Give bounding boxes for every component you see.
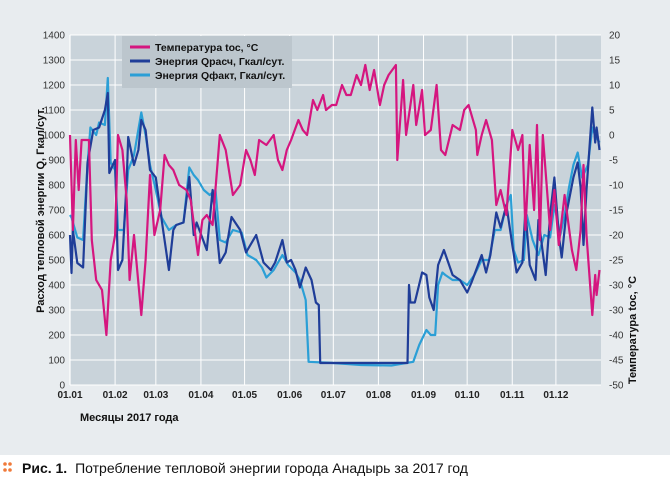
y-left-tick-label: 700 [48, 206, 65, 217]
y-left-tick-label: 1100 [43, 106, 65, 117]
y-right-tick-label: -5 [609, 156, 618, 167]
caption-number: Рис. 1. [22, 460, 67, 476]
y-right-tick-label: 10 [609, 81, 621, 92]
y-right-tick-label: 5 [609, 106, 615, 117]
y-right-tick-label: -30 [609, 306, 624, 317]
y-left-tick-label: 800 [48, 181, 65, 192]
y-right-tick-label: -30 [609, 281, 624, 292]
y-left-axis-title: Расход тепловой энергии Q, Гкал/сут. [35, 107, 47, 313]
y-left-tick-label: 1000 [43, 131, 66, 142]
x-tick-label: 01.12 [543, 390, 568, 401]
caption-text: Потребление тепловой энергии города Анад… [75, 460, 468, 476]
y-left-tick-label: 500 [48, 256, 65, 267]
x-tick-label: 01.11 [500, 390, 525, 401]
x-tick-label: 01.01 [57, 390, 82, 401]
x-tick-label: 01.04 [188, 390, 213, 401]
x-axis-title: Месяцы 2017 года [80, 412, 179, 424]
x-tick-label: 01.05 [232, 390, 257, 401]
y-right-tick-label: -45 [609, 356, 624, 367]
x-tick-label: 01.07 [321, 390, 346, 401]
svg-text:Рис. 1. Потребление тепл: Рис. 1. Потребление тепловой энергии гор… [22, 460, 468, 476]
y-right-tick-label: 0 [609, 131, 615, 142]
x-axis-ticks: 01.01 01.02 01.03 01.04 01.05 01.06 01.07 01.08… [57, 390, 568, 401]
y-right-axis-title: Температура tос, °C [627, 276, 639, 384]
y-left-tick-label: 1300 [43, 56, 66, 67]
y-left-tick-label: 600 [48, 231, 65, 242]
y-left-tick-label: 1200 [43, 81, 66, 92]
y-left-tick-label: 100 [48, 356, 65, 367]
y-left-tick-label: 400 [48, 281, 65, 292]
y-right-tick-label: -50 [609, 381, 624, 392]
y-right-tick-label: -20 [609, 231, 624, 242]
x-tick-label: 01.02 [103, 390, 128, 401]
y-left-tick-label: 900 [48, 156, 65, 167]
y-right-tick-label: -15 [609, 206, 624, 217]
y-right-tick-label: 20 [609, 31, 621, 42]
x-tick-label: 01.03 [143, 390, 168, 401]
series-lines [68, 63, 601, 367]
legend: Температура tос, °C Энергия Qрасч, Гкал/… [122, 36, 292, 88]
x-tick-label: 01.10 [455, 390, 480, 401]
x-tick-label: 01.06 [277, 390, 302, 401]
y-left-tick-label: 0 [59, 381, 65, 392]
legend-label-temp: Температура tос, °C [155, 42, 259, 54]
y-right-tick-label: -40 [609, 331, 624, 342]
y-left-tick-label: 300 [48, 306, 65, 317]
y-right-tick-label: -10 [609, 181, 624, 192]
y-right-tick-label: -25 [609, 256, 624, 267]
caption: Рис. 1. Потребление тепловой энергии гор… [3, 460, 468, 476]
y-left-tick-label: 200 [48, 331, 65, 342]
y-right-tick-label: 15 [609, 56, 621, 67]
legend-label-qfact: Энергия Qфакт, Гкал/сут. [155, 70, 285, 82]
left-axis-ticks: 0 100 200 300 400 500 600 700 800 900 1000 1100 1200… [43, 31, 66, 392]
x-tick-label: 01.09 [411, 390, 436, 401]
y-left-tick-label: 1400 [43, 31, 66, 42]
x-tick-label: 01.08 [366, 390, 391, 401]
legend-label-qcalc: Энергия Qрасч, Гкал/сут. [155, 56, 285, 68]
legend-box [122, 36, 292, 88]
caption-bullet-icon [3, 462, 12, 472]
series-line-temperature [68, 63, 601, 337]
